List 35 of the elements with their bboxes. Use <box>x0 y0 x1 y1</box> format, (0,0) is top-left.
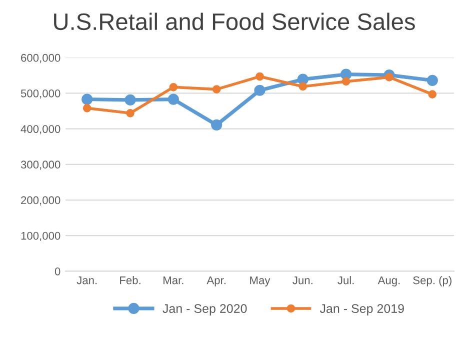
y-tick-label: 500,000 <box>20 89 60 99</box>
point <box>168 94 179 105</box>
point <box>126 108 134 118</box>
y-tick-label: 100,000 <box>21 232 60 242</box>
point <box>428 90 437 98</box>
point <box>342 77 350 86</box>
x-tick-label: Sep. (p) <box>413 276 452 286</box>
point <box>82 104 92 112</box>
y-tick-label: 200,000 <box>21 196 60 206</box>
point <box>426 74 438 86</box>
chart-title: U.S.Retail and Food Service Sales <box>54 12 415 30</box>
x-tick-label: Jan. <box>76 276 97 284</box>
point <box>298 82 308 91</box>
point <box>124 94 136 106</box>
point <box>82 94 93 105</box>
x-tick-label: Aug. <box>378 276 400 286</box>
point <box>256 72 264 81</box>
x-tick-label: May <box>250 276 270 286</box>
x-tick-label: Jun. <box>292 276 312 284</box>
y-tick-label: 0 <box>54 267 60 276</box>
point <box>212 85 221 94</box>
y-tick-label: 400,000 <box>20 125 60 134</box>
y-tick-label: 300,000 <box>20 160 60 170</box>
point <box>211 119 222 130</box>
x-tick-label: Jul. <box>338 276 354 284</box>
point <box>297 74 308 85</box>
point <box>169 83 178 92</box>
y-tick-label: 600,000 <box>21 54 60 64</box>
legend-label: Jan - Sep 2020 <box>162 304 247 316</box>
point <box>254 84 266 96</box>
point <box>385 73 394 82</box>
x-tick-label: Feb. <box>120 276 140 284</box>
legend-label: Jan - Sep 2019 <box>320 304 404 316</box>
x-tick-label: Mar. <box>164 276 184 284</box>
x-tick-label: Apr. <box>206 276 226 286</box>
